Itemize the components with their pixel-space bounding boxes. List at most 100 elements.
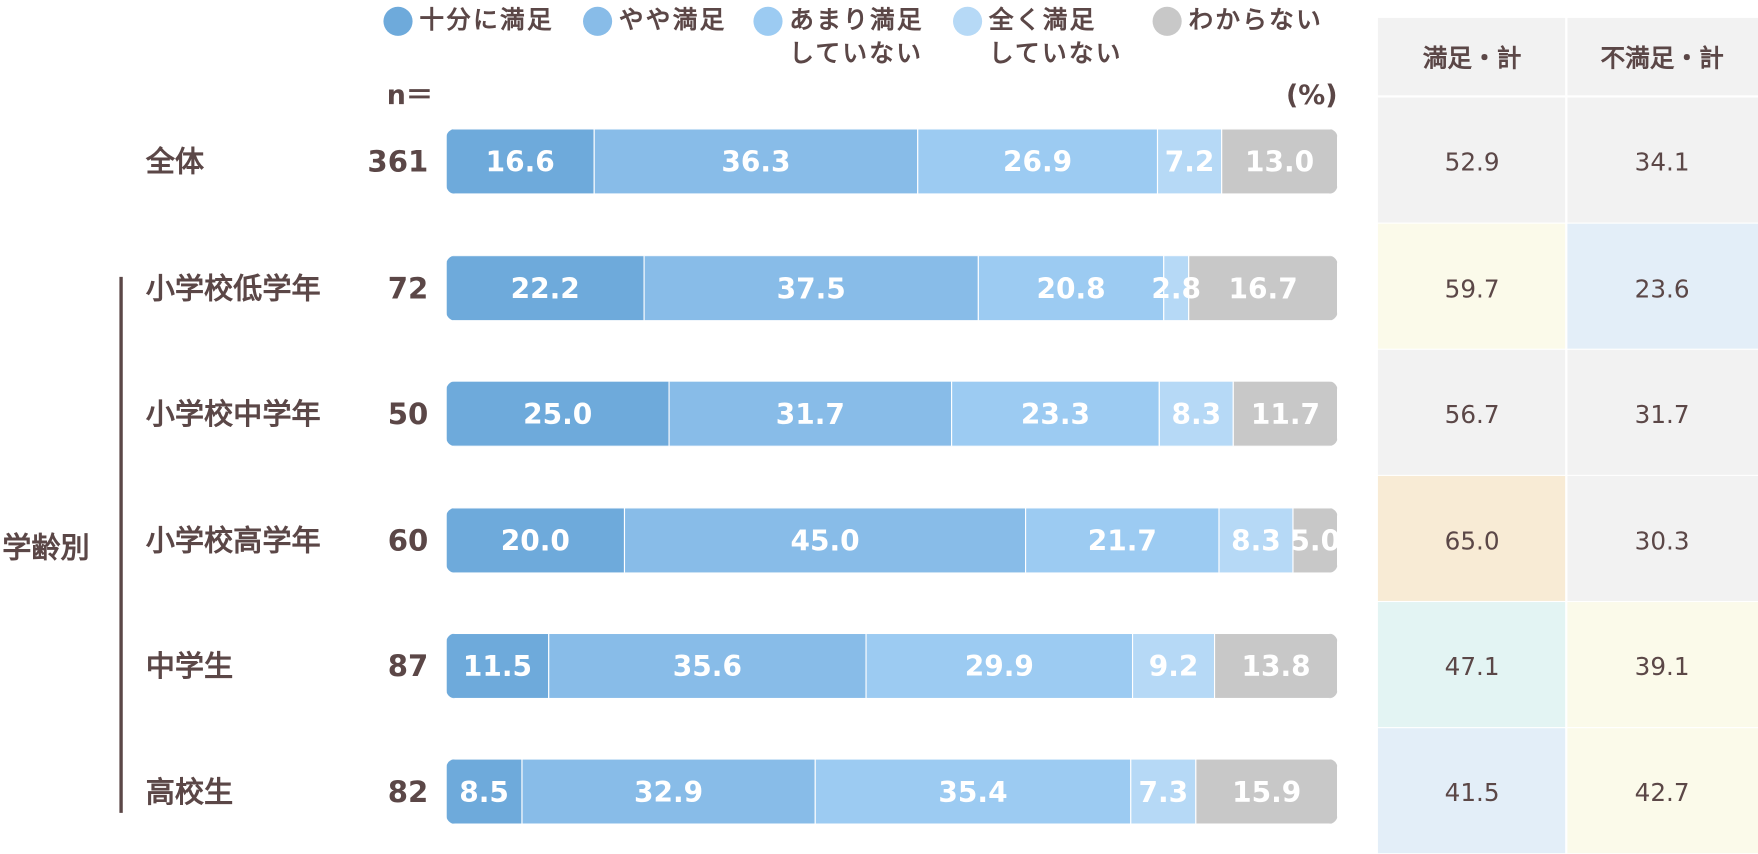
legend-swatch	[583, 6, 613, 36]
table-cell	[1377, 97, 1566, 223]
table-cell	[1567, 602, 1758, 728]
legend-label: 十分に満足	[419, 6, 554, 35]
bar-segment	[446, 633, 550, 699]
value-label: 16.7	[1229, 272, 1298, 305]
value-label: 20.0	[501, 525, 570, 558]
bar-row	[446, 381, 1338, 447]
bar-segment	[865, 633, 1134, 699]
bar-segment	[1232, 381, 1338, 447]
value-label: 11.5	[463, 650, 532, 683]
category-label: 全体	[145, 145, 205, 179]
bar-row	[446, 255, 1338, 321]
category-label: 小学校高学年	[146, 524, 321, 558]
table-value: 47.1	[1445, 652, 1500, 681]
value-label: 16.6	[486, 146, 555, 179]
bar-row	[446, 128, 1338, 194]
table-cell	[1377, 602, 1566, 728]
value-label: 29.9	[965, 650, 1034, 683]
legend-swatch	[1152, 6, 1182, 36]
value-label: 8.5	[459, 776, 509, 809]
category-label: 小学校低学年	[146, 271, 321, 305]
n-value: 72	[388, 271, 429, 305]
bar-segment	[521, 759, 816, 825]
table-value: 65.0	[1445, 527, 1500, 556]
legend-swatch	[383, 6, 413, 36]
table-value: 41.5	[1445, 778, 1500, 807]
value-label: 8.3	[1231, 525, 1281, 558]
value-label: 26.9	[1003, 146, 1072, 179]
bar-segment	[643, 255, 979, 321]
group-label: 学齢別	[2, 530, 89, 564]
table-value: 56.7	[1445, 400, 1500, 429]
value-label: 22.2	[511, 272, 580, 305]
bar-segment	[1158, 381, 1234, 447]
value-label: 36.3	[721, 146, 790, 179]
value-label: 20.8	[1036, 272, 1105, 305]
n-value: 50	[388, 397, 429, 431]
value-label: 35.6	[673, 650, 742, 683]
value-label: 7.3	[1138, 776, 1188, 809]
table-value: 23.6	[1635, 274, 1690, 303]
table-cell	[1567, 223, 1758, 349]
table-header-cell	[1377, 17, 1566, 96]
bar-segment	[1156, 128, 1223, 194]
legend-swatch	[952, 6, 983, 36]
bar-segment	[1025, 507, 1220, 573]
bar-segment	[1213, 633, 1338, 699]
bar-row	[446, 633, 1338, 699]
legend-swatch	[753, 6, 783, 36]
legend-label: やや満足	[618, 6, 727, 35]
value-label: 13.8	[1241, 650, 1310, 683]
bar-segment	[593, 128, 919, 194]
table-cell	[1377, 223, 1566, 349]
value-label: 21.7	[1088, 525, 1157, 558]
value-label: 31.7	[776, 398, 845, 431]
bar-segment	[668, 381, 953, 447]
bar-segment	[1131, 633, 1216, 699]
table-cell	[1567, 97, 1758, 223]
table-value: 31.7	[1635, 400, 1690, 429]
table-value: 59.7	[1445, 274, 1500, 303]
value-label: 2.8	[1151, 272, 1201, 305]
table-value: 52.9	[1445, 148, 1500, 177]
table-value: 34.1	[1635, 148, 1690, 177]
value-label: 23.3	[1021, 398, 1090, 431]
bar-segment	[1195, 759, 1338, 825]
bar-segment	[951, 381, 1160, 447]
value-label: 7.2	[1165, 146, 1215, 179]
table-value: 30.3	[1635, 527, 1690, 556]
bar-segment	[446, 507, 626, 573]
legend-label: あまり満足 していない	[789, 6, 924, 69]
n-value: 361	[367, 145, 428, 179]
legend-label: わからない	[1188, 6, 1323, 35]
n-header: n＝	[387, 80, 433, 111]
bar-segment	[917, 128, 1159, 194]
value-label: 11.7	[1251, 398, 1320, 431]
unit-label: (%)	[1286, 80, 1338, 111]
value-label: 35.4	[938, 776, 1007, 809]
table-value: 39.1	[1635, 652, 1690, 681]
n-value: 60	[388, 524, 429, 558]
category-label: 小学校中学年	[146, 397, 321, 431]
table-header: 満足・計	[1423, 43, 1522, 72]
table-cell	[1377, 349, 1566, 475]
value-label: 8.3	[1171, 398, 1221, 431]
category-label: 中学生	[146, 649, 233, 683]
legend-label: 全く満足 していない	[988, 6, 1123, 69]
bar-segment	[1221, 128, 1338, 194]
n-value: 87	[388, 649, 429, 683]
bar-segment	[446, 381, 670, 447]
value-label: 25.0	[523, 398, 592, 431]
table-header-cell	[1567, 17, 1758, 96]
bar-segment	[1188, 255, 1338, 321]
value-label: 5.0	[1290, 525, 1340, 558]
bar-segment	[1163, 255, 1190, 321]
category-label: 高校生	[146, 775, 233, 809]
bar-segment	[1292, 507, 1338, 573]
bar-row	[446, 759, 1338, 825]
bar-row	[446, 507, 1338, 573]
table-cell	[1567, 728, 1758, 854]
table-value: 42.7	[1635, 778, 1690, 807]
